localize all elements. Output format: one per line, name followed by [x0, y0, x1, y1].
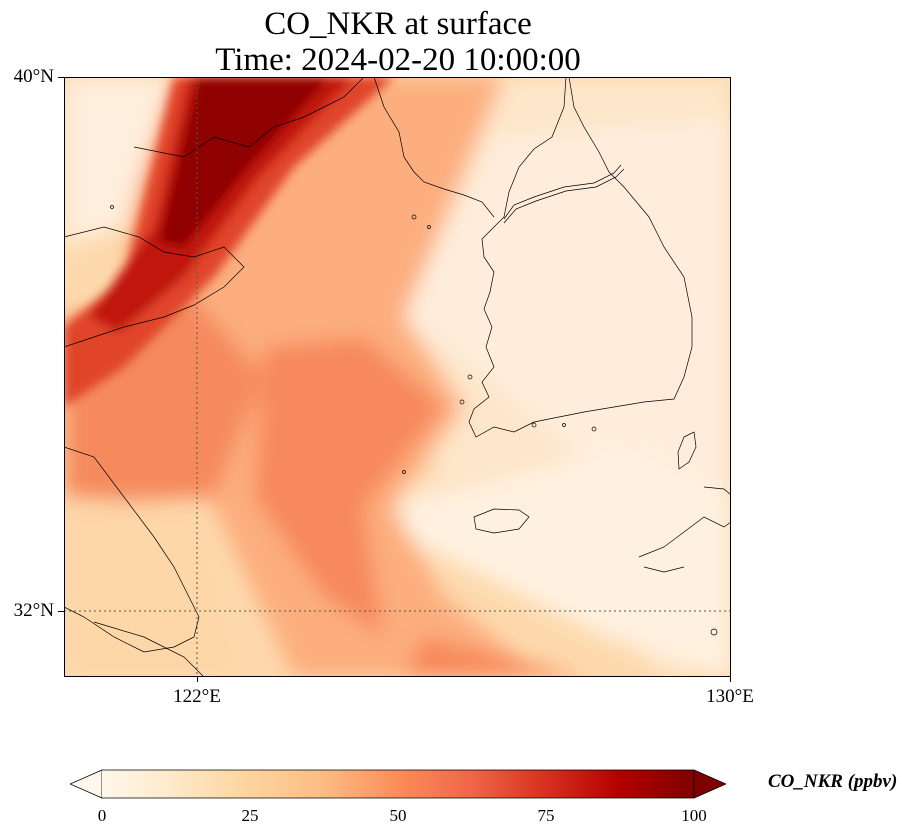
- x-tick-label-122e: 122°E: [173, 686, 221, 707]
- map-title: CO_NKR at surface: [264, 6, 532, 42]
- y-tick-label-40n: 40°N: [13, 66, 54, 87]
- map-panel: [64, 77, 731, 677]
- map-subtitle-time: Time: 2024-02-20 10:00:00: [215, 42, 581, 78]
- y-tick-label-32n: 32°N: [13, 600, 54, 621]
- colorbar-tick-100: 100: [681, 806, 707, 825]
- colorbar-label: CO_NKR (ppbv): [768, 771, 898, 792]
- concentration-field: [64, 77, 731, 677]
- colorbar-tick-75: 75: [537, 806, 555, 825]
- x-tick-mark-122: [197, 676, 198, 682]
- x-tick-mark-130: [730, 676, 731, 682]
- x-tick-label-130e: 130°E: [706, 686, 754, 707]
- colorbar-max-extend: [693, 769, 726, 799]
- colorbar-min-extend: [70, 769, 103, 799]
- y-tick-mark-32: [58, 611, 64, 612]
- colorbar-tick-0: 0: [97, 806, 107, 825]
- y-tick-mark-40: [58, 77, 64, 78]
- colorbar-tick-50: 50: [389, 806, 407, 825]
- colorbar-gradient: [102, 770, 694, 798]
- colorbar: [70, 769, 726, 799]
- coastlines: [64, 77, 731, 677]
- colorbar-tick-25: 25: [241, 806, 259, 825]
